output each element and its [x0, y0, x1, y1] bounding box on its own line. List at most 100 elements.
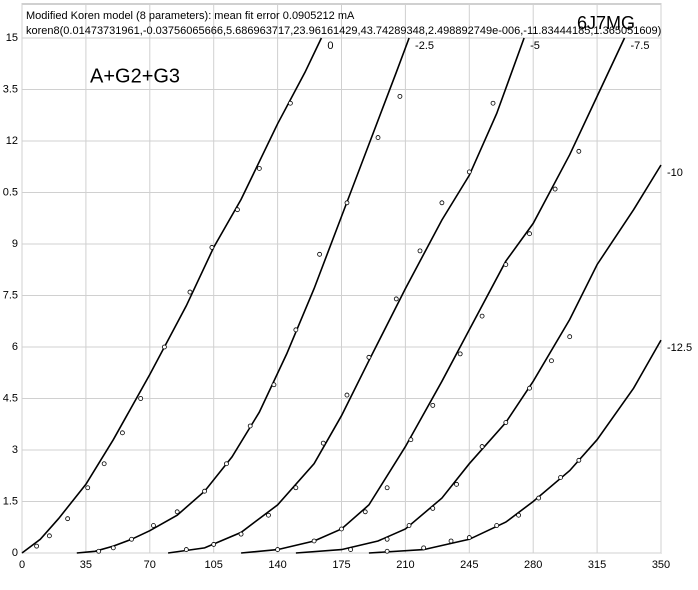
- measured-point: [224, 461, 229, 467]
- measured-point: [494, 523, 500, 528]
- measured-point: [454, 481, 459, 487]
- measured-point: [417, 248, 423, 254]
- measured-point: [503, 262, 509, 268]
- measured-point: [266, 512, 271, 518]
- x-tick-label: 280: [524, 559, 542, 571]
- curve-label: -7.5: [630, 40, 649, 52]
- measured-point: [101, 461, 107, 467]
- measured-point: [408, 437, 414, 443]
- x-tick-label: 70: [144, 559, 156, 571]
- measured-point: [247, 423, 253, 429]
- measured-point: [439, 200, 445, 206]
- measured-point: [490, 100, 496, 106]
- measured-point: [151, 523, 156, 528]
- measured-point: [375, 135, 381, 140]
- measured-point: [344, 392, 350, 398]
- y-tick-label: 7.5: [3, 289, 18, 301]
- measured-point: [187, 289, 193, 295]
- fit-curve: [368, 339, 662, 554]
- curve-label: -10: [667, 167, 683, 179]
- fit-curve: [167, 37, 525, 554]
- fit-curve: [21, 37, 323, 554]
- measured-point: [256, 166, 262, 171]
- measured-point: [576, 148, 582, 154]
- y-tick-label: 4.5: [3, 392, 18, 404]
- annotation: A+G2+G3: [90, 65, 180, 87]
- measured-point: [406, 523, 412, 528]
- measured-point: [527, 385, 532, 391]
- curve-label: -5: [530, 40, 540, 52]
- measured-point: [536, 495, 542, 501]
- measured-point: [516, 512, 521, 518]
- measured-point: [162, 344, 167, 350]
- measured-point: [479, 313, 485, 319]
- measured-point: [549, 358, 554, 364]
- measured-point: [34, 543, 40, 549]
- y-tick-label: 1.5: [3, 495, 18, 507]
- y-tick-label: 0: [12, 547, 18, 559]
- measured-point: [211, 542, 217, 547]
- x-tick-label: 105: [205, 559, 223, 571]
- measured-point: [320, 440, 326, 446]
- curve-label: 0: [327, 40, 333, 52]
- measured-point: [293, 485, 299, 491]
- measured-point: [271, 382, 277, 388]
- measured-point: [287, 100, 293, 106]
- measured-point: [552, 186, 558, 192]
- x-tick-label: 315: [588, 559, 606, 571]
- measured-point: [558, 475, 563, 480]
- x-tick-label: 210: [396, 559, 414, 571]
- measured-point: [567, 334, 573, 340]
- measured-point: [457, 351, 463, 357]
- measured-point: [183, 547, 189, 552]
- measured-point: [174, 509, 180, 515]
- fit-curve: [76, 37, 410, 554]
- measured-point: [120, 430, 125, 436]
- measured-point: [138, 396, 144, 401]
- y-tick-label: 12: [6, 135, 18, 147]
- measured-point: [238, 531, 244, 537]
- measured-point: [421, 545, 427, 551]
- y-tick-label: 9: [12, 238, 18, 250]
- tube-name: 6J7MG: [577, 13, 635, 33]
- measured-point: [430, 402, 436, 408]
- measured-point: [311, 538, 317, 544]
- measured-point: [293, 327, 299, 333]
- measured-point: [275, 547, 281, 552]
- measured-point: [384, 536, 390, 542]
- x-tick-label: 245: [460, 559, 478, 571]
- measured-point: [479, 444, 485, 449]
- measured-point: [96, 548, 102, 554]
- measured-point: [527, 231, 532, 237]
- measured-point: [366, 354, 372, 360]
- measured-point: [384, 485, 390, 491]
- measured-point: [362, 509, 368, 515]
- measured-point: [110, 545, 116, 551]
- fit-curve: [295, 164, 662, 554]
- y-tick-label: 0.5: [3, 186, 18, 198]
- measured-point: [65, 516, 71, 522]
- measured-point: [430, 505, 436, 511]
- measured-point: [466, 169, 472, 175]
- marks: [21, 37, 662, 554]
- measured-point: [576, 457, 582, 463]
- measured-point: [209, 245, 215, 250]
- chart-title: Modified Koren model (8 parameters): mea…: [26, 10, 355, 22]
- x-tick-label: 140: [268, 559, 286, 571]
- chart-subtitle: koren8(0.01473731961,-0.03756065666,5.68…: [26, 25, 661, 37]
- measured-point: [348, 547, 354, 552]
- measured-point: [317, 251, 322, 257]
- measured-point: [46, 533, 52, 539]
- curve-label: -2.5: [415, 40, 434, 52]
- curve-label: -12.5: [667, 342, 692, 354]
- measured-point: [393, 296, 399, 302]
- measured-point: [397, 93, 403, 99]
- x-tick-label: 350: [652, 559, 670, 571]
- measured-point: [384, 548, 390, 554]
- measured-point: [344, 200, 350, 206]
- measured-point: [339, 526, 344, 532]
- x-tick-label: 35: [80, 559, 92, 571]
- measured-point: [448, 538, 454, 544]
- y-tick-label: 3: [12, 444, 18, 456]
